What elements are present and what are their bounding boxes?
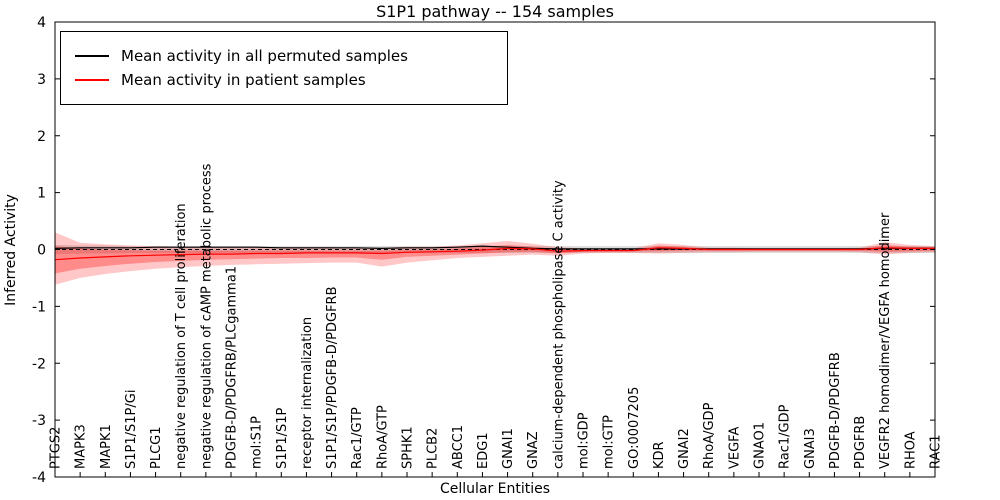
x-tick-label: RHOA: [903, 431, 918, 469]
x-tick-label: calcium-dependent phospholipase C activi…: [551, 180, 566, 469]
chart-title: S1P1 pathway -- 154 samples: [376, 2, 614, 21]
x-tick-label: receptor internalization: [300, 317, 315, 469]
legend-line-black-icon: [75, 55, 109, 57]
x-tick-label: KDR: [652, 441, 667, 469]
plot-frame: [54, 21, 936, 478]
x-tick-label: RhoA/GDP: [702, 402, 717, 469]
x-tick-label: VEGFR2 homodimer/VEGFA homodimer: [878, 212, 893, 469]
x-tick-label: MAPK1: [99, 424, 114, 469]
x-tick-label: PLCB2: [426, 428, 441, 469]
y-tick-label: -1: [32, 299, 46, 315]
y-tick-label: -3: [32, 413, 46, 429]
x-tick-label: PDGFB-D/PDGFRB/PLCgamma1: [225, 266, 240, 469]
x-tick-label: ABCC1: [451, 425, 466, 469]
x-tick-label: GO:0007205: [627, 387, 642, 469]
legend-line-red-icon: [75, 79, 109, 81]
x-tick-label: RAC1: [929, 434, 944, 469]
x-tick-label: GNAO1: [753, 422, 768, 469]
band-patient-outer: [55, 232, 935, 285]
x-tick-label: PTGS2: [49, 427, 64, 469]
x-tick-label: mol:S1P: [250, 416, 265, 469]
x-tick-label: mol:GTP: [602, 415, 617, 469]
legend-item-permuted: Mean activity in all permuted samples: [75, 47, 493, 65]
x-tick-label: S1P1/S1P/PDGFB-D/PDGFRB: [325, 286, 340, 469]
y-tick-label: 3: [37, 72, 46, 88]
x-axis-label: Cellular Entities: [439, 481, 551, 497]
band-patient-inner: [55, 244, 935, 274]
y-tick-label: 0: [37, 243, 46, 259]
x-tick-label: GNAI1: [501, 428, 516, 469]
x-tick-label: S1P1/S1P/Gi: [124, 390, 139, 469]
y-tick-label: 2: [37, 129, 46, 145]
x-tick-label: negative regulation of T cell proliferat…: [174, 203, 189, 469]
y-tick-label: -2: [32, 356, 46, 372]
series-line-patient: [54, 247, 935, 261]
y-tick-label: -4: [32, 470, 46, 486]
x-tick-label: MAPK3: [74, 424, 89, 469]
x-tick-label: negative regulation of cAMP metabolic pr…: [199, 163, 214, 469]
x-tick-label: mol:GDP: [577, 412, 592, 469]
x-tick-label: S1P1/S1P: [275, 407, 290, 469]
x-tick-label: PDGFB-D/PDGFRB: [828, 352, 843, 469]
x-tick-label: Rac1/GTP: [350, 407, 365, 469]
x-tick-label: PLCG1: [149, 426, 164, 469]
legend: Mean activity in all permuted samples Me…: [60, 31, 508, 105]
x-tick-label: RhoA/GTP: [375, 405, 390, 469]
x-tick-label: PDGFRB: [853, 416, 868, 469]
legend-label-patient: Mean activity in patient samples: [121, 71, 366, 89]
legend-label-permuted: Mean activity in all permuted samples: [121, 47, 408, 65]
x-tick-label: EDG1: [476, 432, 491, 469]
x-tick-label: GNAZ: [526, 431, 541, 469]
y-tick-label: 1: [37, 186, 46, 202]
x-tick-label: Rac1/GDP: [778, 404, 793, 469]
legend-item-patient: Mean activity in patient samples: [75, 71, 493, 89]
x-tick-label: GNAI2: [677, 428, 692, 469]
y-tick-label: 4: [37, 15, 46, 31]
x-tick-label: SPHK1: [401, 426, 416, 469]
x-tick-label: GNAI3: [803, 428, 818, 469]
x-tick-label: VEGFA: [727, 427, 742, 469]
